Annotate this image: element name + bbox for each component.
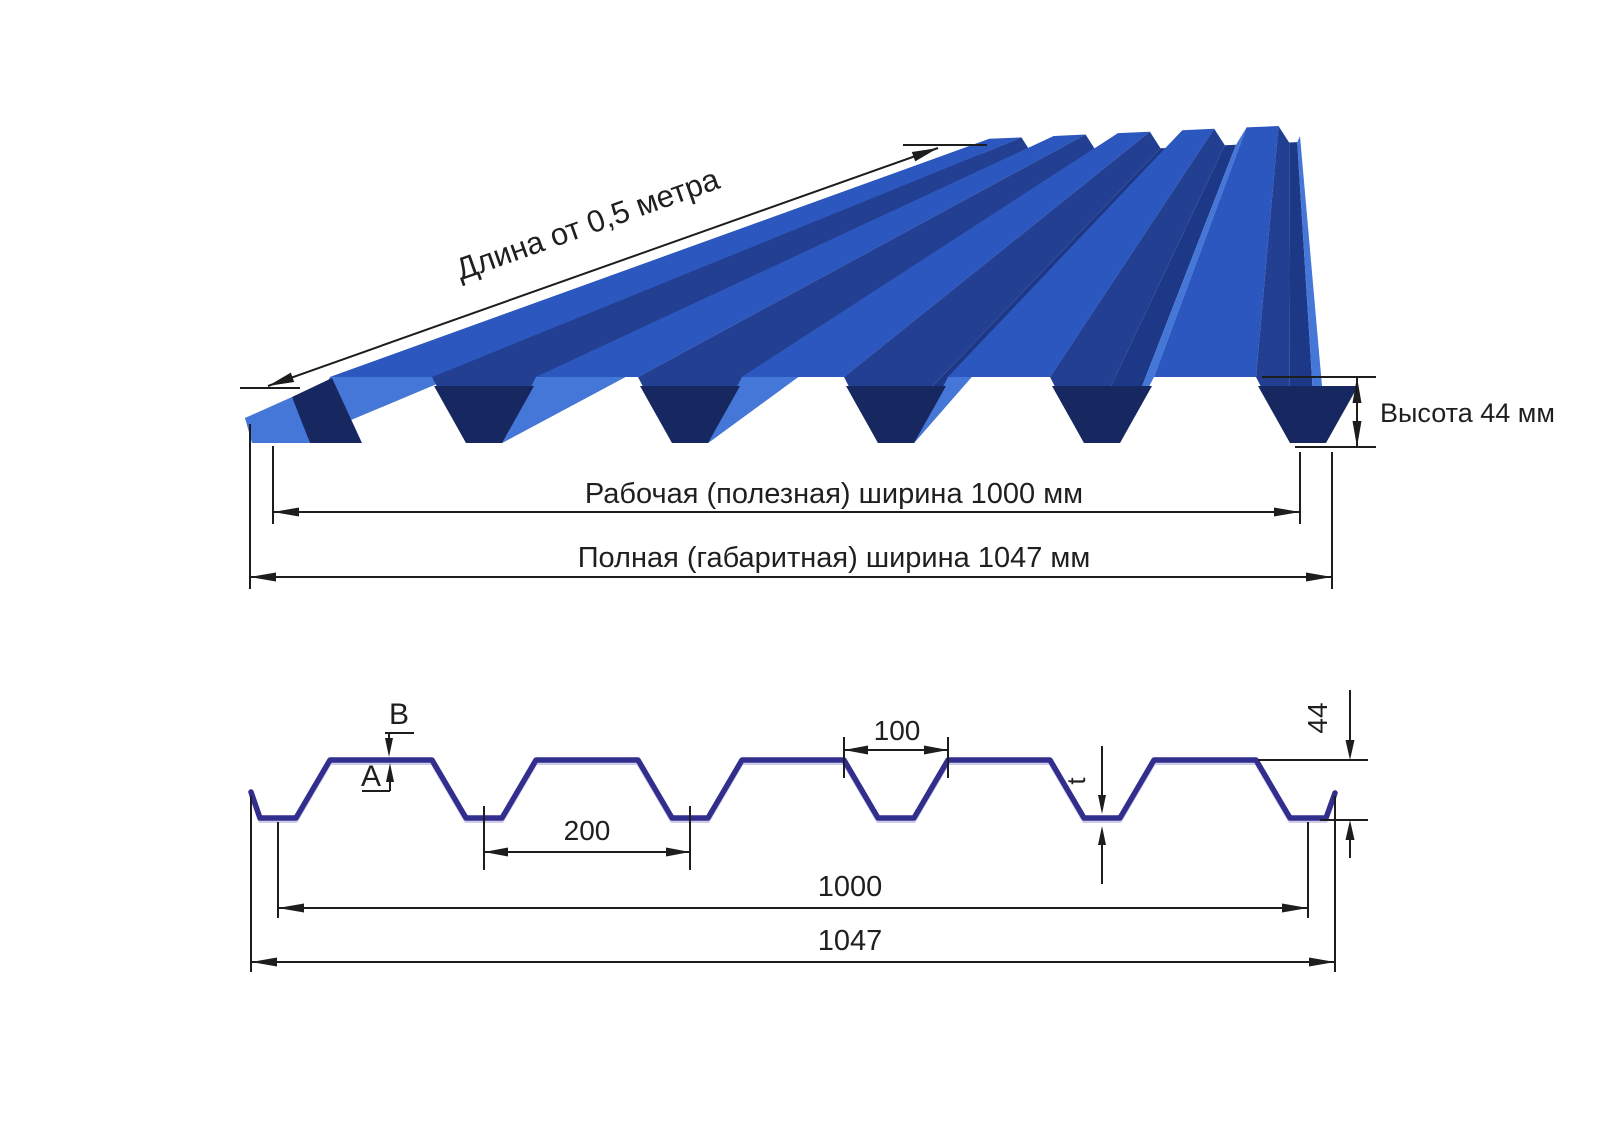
length-dimension-line (267, 147, 939, 387)
cross-section-profile (248, 757, 1338, 823)
sheet-face (844, 131, 1161, 443)
arrowhead (1352, 421, 1362, 447)
full-width-cs-label: 1047 (818, 925, 883, 957)
arrowhead (278, 903, 304, 913)
arrowhead (844, 745, 868, 755)
full-width-dimension-3d: Полная (габаритная) ширина 1047 мм (249, 424, 1333, 589)
full-width-label: Полная (габаритная) ширина 1047 мм (578, 542, 1091, 574)
arrowhead (250, 572, 276, 582)
arrowhead (1345, 820, 1355, 840)
coating-bottom-label: A (361, 760, 381, 793)
pitch-label: 200 (564, 815, 611, 846)
arrowhead (1282, 903, 1308, 913)
arrowhead (1309, 957, 1335, 967)
full-width-dimension-cs: 1047 (250, 796, 1336, 972)
sheet-face (638, 134, 1097, 443)
sheet-face (1154, 126, 1279, 377)
thickness-label: t (1061, 777, 1091, 785)
sheet-face (846, 386, 946, 443)
thickness-dimension: t (1061, 746, 1106, 884)
coating-bottom-callout: A (361, 760, 394, 793)
sheet-face (1052, 386, 1152, 443)
sheet-face (434, 386, 534, 443)
arrowhead (386, 763, 394, 782)
arrowhead (1098, 795, 1106, 814)
sheet-face (1297, 136, 1325, 443)
sheet-face (245, 397, 310, 443)
height-cs-label: 44 (1302, 702, 1333, 733)
arrowhead (1345, 740, 1355, 760)
rib-opening-label: 100 (874, 715, 921, 746)
arrowhead (484, 847, 508, 857)
height-dimension-label: Высота 44 мм (1380, 398, 1555, 428)
coating-top-label: B (389, 698, 409, 731)
sheet-face (1256, 126, 1290, 443)
working-width-label: Рабочая (полезная) ширина 1000 мм (585, 478, 1083, 510)
sheet-face (640, 386, 740, 443)
arrowhead (1306, 572, 1332, 582)
sheet-face (948, 128, 1215, 377)
working-width-dimension-cs: 1000 (277, 822, 1309, 918)
sheet-face (1050, 128, 1225, 444)
sheet-face (742, 131, 1150, 377)
arrowhead (924, 745, 948, 755)
arrowhead (273, 507, 299, 517)
sheet-face (1258, 386, 1358, 443)
profile-line-shadow (249, 761, 1337, 823)
sheet-3d-illustration (245, 126, 1358, 444)
arrowhead (1274, 507, 1300, 517)
sheet-face (292, 378, 362, 443)
sheet-face (536, 134, 1086, 377)
profile-line (248, 757, 1338, 821)
height-dimension-3d: Высота 44 мм (1262, 376, 1555, 448)
arrowhead (385, 738, 393, 757)
coating-top-callout: B (385, 698, 414, 757)
sheet-face (1084, 144, 1236, 444)
sheet-face (1289, 142, 1316, 443)
pitch-dimension: 200 (483, 806, 691, 870)
working-width-dimension-3d: Рабочая (полезная) ширина 1000 мм (272, 446, 1301, 524)
height-dimension-cs: 44 (1258, 690, 1368, 858)
arrowhead (666, 847, 690, 857)
working-width-cs-label: 1000 (818, 871, 883, 903)
arrowhead (1098, 826, 1106, 845)
rib-opening-dimension: 100 (843, 715, 949, 778)
sheet-face (1120, 127, 1247, 444)
arrowhead (268, 372, 295, 386)
arrowhead (911, 148, 938, 162)
arrowhead (1352, 377, 1362, 403)
sheet-face (330, 137, 1022, 377)
arrowhead (251, 957, 277, 967)
